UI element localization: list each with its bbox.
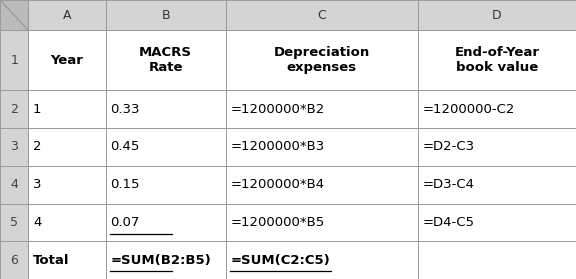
Bar <box>418 166 576 203</box>
Text: =D4-C5: =D4-C5 <box>422 216 474 229</box>
Bar <box>106 203 226 241</box>
Text: 3: 3 <box>10 140 18 153</box>
Text: 0.45: 0.45 <box>111 140 140 153</box>
Bar <box>28 0 106 30</box>
Text: =D3-C4: =D3-C4 <box>422 178 474 191</box>
Bar <box>418 30 576 90</box>
Text: D: D <box>492 9 502 21</box>
Text: Total: Total <box>33 254 69 267</box>
Text: 2: 2 <box>33 140 41 153</box>
Text: 0.07: 0.07 <box>111 216 140 229</box>
Bar <box>0 166 28 203</box>
Bar <box>28 128 106 166</box>
Text: 4: 4 <box>33 216 41 229</box>
Bar <box>0 203 28 241</box>
Text: 1: 1 <box>10 54 18 67</box>
Text: =1200000*B3: =1200000*B3 <box>230 140 324 153</box>
Bar <box>226 30 418 90</box>
Text: C: C <box>317 9 326 21</box>
Text: 1: 1 <box>33 103 41 116</box>
Bar <box>0 30 28 90</box>
Bar <box>418 203 576 241</box>
Bar <box>0 0 28 30</box>
Bar <box>226 203 418 241</box>
Text: Year: Year <box>51 54 84 67</box>
Bar <box>226 90 418 128</box>
Bar <box>418 241 576 279</box>
Text: Depreciation
expenses: Depreciation expenses <box>274 46 370 74</box>
Bar <box>28 30 106 90</box>
Bar <box>418 128 576 166</box>
Text: =1200000-C2: =1200000-C2 <box>422 103 515 116</box>
Text: 4: 4 <box>10 178 18 191</box>
Text: =1200000*B2: =1200000*B2 <box>230 103 324 116</box>
Bar <box>0 241 28 279</box>
Bar <box>0 128 28 166</box>
Text: A: A <box>63 9 71 21</box>
Bar <box>418 90 576 128</box>
Text: 5: 5 <box>10 216 18 229</box>
Bar <box>226 241 418 279</box>
Text: B: B <box>161 9 170 21</box>
Bar <box>106 128 226 166</box>
Text: 0.33: 0.33 <box>111 103 140 116</box>
Bar <box>226 166 418 203</box>
Text: 2: 2 <box>10 103 18 116</box>
Bar <box>28 241 106 279</box>
Text: =SUM(C2:C5): =SUM(C2:C5) <box>230 254 330 267</box>
Text: 6: 6 <box>10 254 18 267</box>
Bar <box>106 0 226 30</box>
Bar <box>28 90 106 128</box>
Bar <box>226 128 418 166</box>
Bar <box>0 90 28 128</box>
Bar <box>106 241 226 279</box>
Bar <box>28 203 106 241</box>
Text: MACRS
Rate: MACRS Rate <box>139 46 192 74</box>
Text: 3: 3 <box>33 178 41 191</box>
Text: End-of-Year
book value: End-of-Year book value <box>454 46 539 74</box>
Text: =SUM(B2:B5): =SUM(B2:B5) <box>111 254 211 267</box>
Bar <box>106 30 226 90</box>
Text: =1200000*B4: =1200000*B4 <box>230 178 324 191</box>
Bar <box>106 166 226 203</box>
Bar <box>28 166 106 203</box>
Bar <box>418 0 576 30</box>
Bar <box>106 90 226 128</box>
Text: =1200000*B5: =1200000*B5 <box>230 216 324 229</box>
Text: 0.15: 0.15 <box>111 178 140 191</box>
Bar <box>226 0 418 30</box>
Text: =D2-C3: =D2-C3 <box>422 140 475 153</box>
